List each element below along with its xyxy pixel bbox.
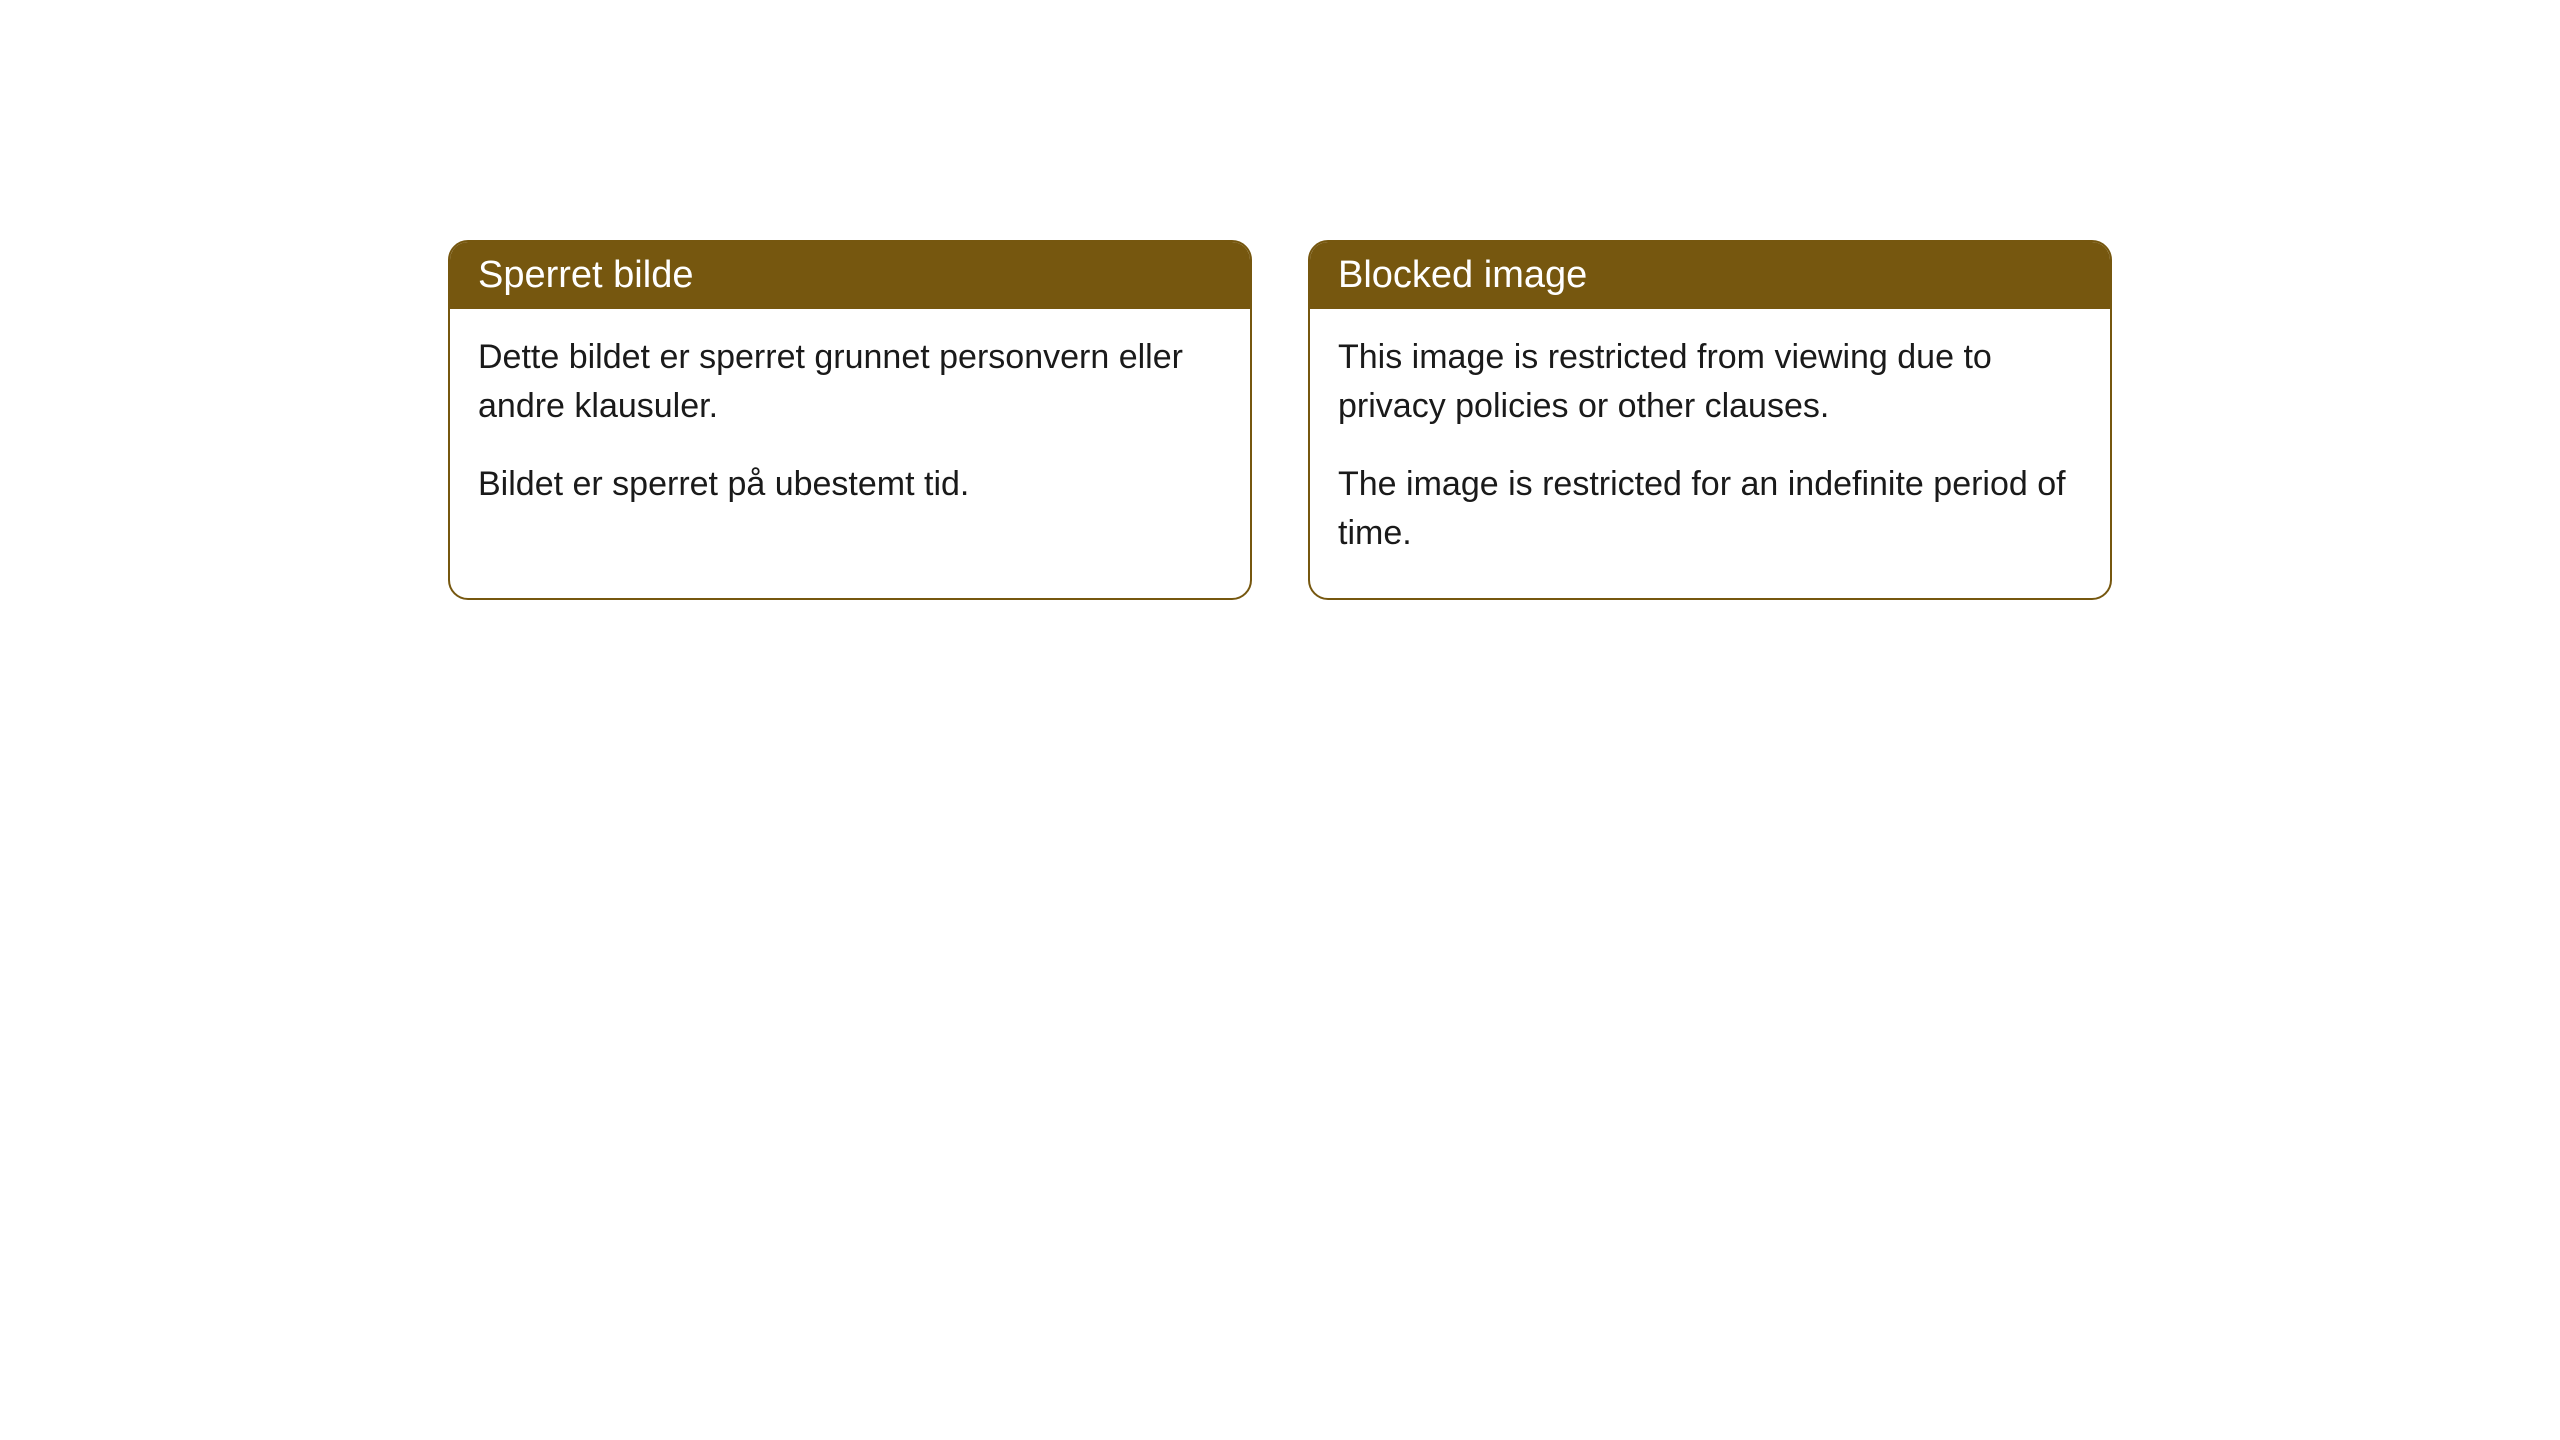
notice-card-paragraph: Dette bildet er sperret grunnet personve… bbox=[478, 333, 1222, 432]
notice-card-title: Sperret bilde bbox=[478, 254, 693, 296]
notice-card-header: Blocked image bbox=[1310, 242, 2110, 309]
notice-card-header: Sperret bilde bbox=[450, 242, 1250, 309]
notice-card-english: Blocked image This image is restricted f… bbox=[1308, 240, 2112, 600]
notice-card-title: Blocked image bbox=[1338, 254, 1587, 296]
notice-card-paragraph: Bildet er sperret på ubestemt tid. bbox=[478, 460, 1222, 509]
notice-card-norwegian: Sperret bilde Dette bildet er sperret gr… bbox=[448, 240, 1252, 600]
notice-card-paragraph: This image is restricted from viewing du… bbox=[1338, 333, 2082, 432]
notice-cards-container: Sperret bilde Dette bildet er sperret gr… bbox=[448, 240, 2112, 600]
notice-card-body: This image is restricted from viewing du… bbox=[1310, 309, 2110, 598]
notice-card-body: Dette bildet er sperret grunnet personve… bbox=[450, 309, 1250, 549]
notice-card-paragraph: The image is restricted for an indefinit… bbox=[1338, 460, 2082, 559]
